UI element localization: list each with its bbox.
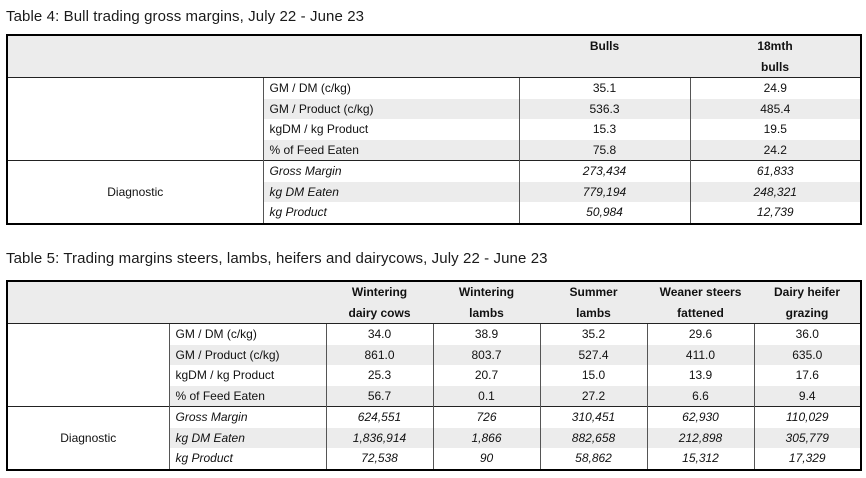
cell-value: 24.2 [689,139,861,161]
cell-value: 310,451 [539,406,647,428]
table5-col-summer-lambs: Summer lambs [540,281,647,324]
table4-metrics-blank [7,77,263,161]
cell-value: 726 [432,406,540,428]
table4-diagnostic-label: Diagnostic [7,160,263,224]
table4-col-18mth-bulls: 18mth bulls [690,35,861,78]
table-row: Diagnostic Gross Margin 273,434 61,833 [7,160,861,224]
cell-value: 527.4 [539,344,647,365]
cell-value: 212,898 [646,427,754,448]
table4-caption: Table 4: Bull trading gross margins, Jul… [6,8,365,25]
table5-header-row: Wintering dairy cows Wintering lambs Summe… [7,281,861,324]
row-label: Gross Margin [168,406,326,428]
cell-value: 19.5 [689,119,861,140]
table5: Wintering dairy cows Wintering lambs Summe… [6,280,862,471]
cell-value: 58,862 [539,448,647,470]
cell-value: 35.2 [539,323,647,345]
cell-value: 882,658 [539,427,647,448]
table-row: kg Product 72,538 90 58,862 15,312 17,32… [7,448,861,470]
table5-col-weaner-steers-fattened: Weaner steers fattened [647,281,754,324]
cell-value: 50,984 [518,202,690,224]
row-label: kgDM / kg Product [168,365,326,386]
table5-caption: Table 5: Trading margins steers, lambs, … [6,250,548,267]
cell-value: 12,739 [689,202,861,224]
cell-value: 90 [432,448,540,470]
cell-value: 6.6 [646,385,754,407]
table5-col-wintering-lambs: Wintering lambs [433,281,540,324]
cell-value: 34.0 [325,323,433,345]
cell-value: 61,833 [689,160,861,182]
cell-value: 72,538 [325,448,433,470]
cell-value: 635.0 [753,344,861,365]
row-label: kg DM Eaten [262,181,519,202]
cell-value: 803.7 [432,344,540,365]
cell-value: 15.3 [518,119,690,140]
cell-value: 27.2 [539,385,647,407]
table-row: GM / Product (c/kg) 536.3 485.4 [7,98,861,119]
cell-value: 485.4 [689,98,861,119]
row-label: kg Product [168,448,326,470]
cell-value: 624,551 [325,406,433,428]
cell-value: 56.7 [325,385,433,407]
table5-header-blank [7,281,326,324]
cell-value: 35.1 [518,77,690,99]
cell-value: 62,930 [646,406,754,428]
table-row: Diagnostic Gross Margin 624,551 726 310,… [7,406,861,470]
cell-value: 9.4 [753,385,861,407]
table-row: GM / Product (c/kg) 861.0 803.7 527.4 41… [7,344,861,365]
cell-value: 75.8 [518,139,690,161]
cell-value: 110,029 [753,406,861,428]
cell-value: 1,836,914 [325,427,433,448]
row-label: kg DM Eaten [168,427,326,448]
table5-metrics-blank [7,323,169,407]
cell-value: 24.9 [689,77,861,99]
row-label: % of Feed Eaten [168,385,326,407]
cell-value: 411.0 [646,344,754,365]
table5-diagnostic-label: Diagnostic [7,406,169,470]
table-row: kg DM Eaten 779,194 248,321 [7,181,861,202]
cell-value: 305,779 [753,427,861,448]
row-label: GM / DM (c/kg) [168,323,326,345]
cell-value: 25.3 [325,365,433,386]
cell-value: 273,434 [518,160,690,182]
row-label: % of Feed Eaten [262,139,519,161]
cell-value: 20.7 [432,365,540,386]
cell-value: 15.0 [539,365,647,386]
cell-value: 17.6 [753,365,861,386]
table4-header-row: Bulls 18mth bulls [7,35,861,78]
table-row: % of Feed Eaten 75.8 24.2 [7,139,861,161]
cell-value: 536.3 [518,98,690,119]
table5-col-dairy-heifer-grazing: Dairy heifer grazing [754,281,861,324]
row-label: GM / Product (c/kg) [262,98,519,119]
table-row: kgDM / kg Product 15.3 19.5 [7,119,861,140]
cell-value: 17,329 [753,448,861,470]
cell-value: 0.1 [432,385,540,407]
row-label: GM / Product (c/kg) [168,344,326,365]
cell-value: 1,866 [432,427,540,448]
row-label: kg Product [262,202,519,224]
row-label: GM / DM (c/kg) [262,77,519,99]
table-row: kgDM / kg Product 25.3 20.7 15.0 13.9 17… [7,365,861,386]
table-row: GM / DM (c/kg) 34.0 38.9 35.2 29.6 36.0 [7,323,861,407]
cell-value: 38.9 [432,323,540,345]
cell-value: 13.9 [646,365,754,386]
table4-col-bulls: Bulls [519,35,690,78]
table-row: kg Product 50,984 12,739 [7,202,861,224]
table5-col-wintering-dairy-cows: Wintering dairy cows [326,281,433,324]
cell-value: 861.0 [325,344,433,365]
table4: Bulls 18mth bulls GM / DM (c/kg) 35.1 24.… [6,34,862,225]
cell-value: 15,312 [646,448,754,470]
row-label: kgDM / kg Product [262,119,519,140]
cell-value: 779,194 [518,181,690,202]
cell-value: 36.0 [753,323,861,345]
cell-value: 29.6 [646,323,754,345]
row-label: Gross Margin [262,160,519,182]
table-row: kg DM Eaten 1,836,914 1,866 882,658 212,… [7,427,861,448]
table-row: % of Feed Eaten 56.7 0.1 27.2 6.6 9.4 [7,385,861,407]
cell-value: 248,321 [689,181,861,202]
table-row: GM / DM (c/kg) 35.1 24.9 [7,77,861,161]
table4-header-blank [7,35,519,78]
